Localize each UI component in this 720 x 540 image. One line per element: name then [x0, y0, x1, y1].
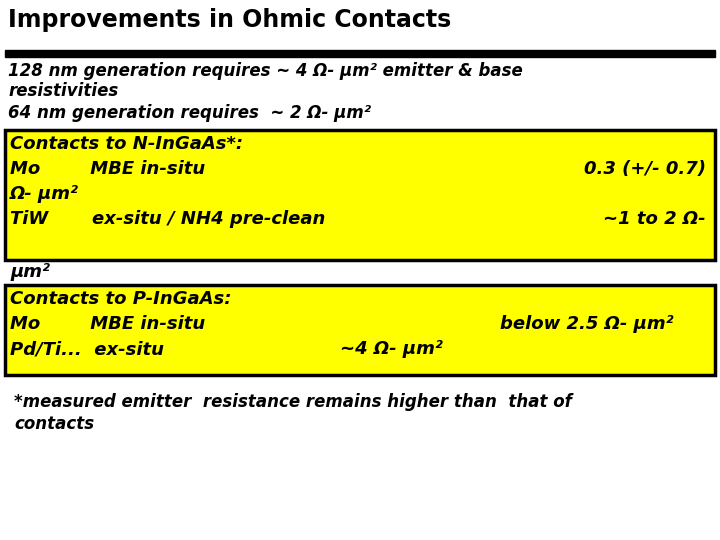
Text: Improvements in Ohmic Contacts: Improvements in Ohmic Contacts — [8, 8, 451, 32]
Text: resistivities: resistivities — [8, 82, 118, 100]
Text: 0.3 (+/- 0.7): 0.3 (+/- 0.7) — [584, 160, 706, 178]
Text: TiW       ex-situ / NH4 pre-clean: TiW ex-situ / NH4 pre-clean — [10, 210, 325, 228]
Text: 128 nm generation requires ~ 4 Ω- μm² emitter & base: 128 nm generation requires ~ 4 Ω- μm² em… — [8, 62, 523, 80]
Text: ~4 Ω- μm²: ~4 Ω- μm² — [340, 340, 443, 358]
Text: Pd/Ti...  ex-situ: Pd/Ti... ex-situ — [10, 340, 164, 358]
Text: 64 nm generation requires  ~ 2 Ω- μm²: 64 nm generation requires ~ 2 Ω- μm² — [8, 104, 371, 122]
FancyBboxPatch shape — [5, 130, 715, 260]
Text: Mo        MBE in-situ: Mo MBE in-situ — [10, 315, 205, 333]
Text: *measured emitter  resistance remains higher than  that of: *measured emitter resistance remains hig… — [14, 393, 572, 411]
Text: contacts: contacts — [14, 415, 94, 433]
Text: below 2.5 Ω- μm²: below 2.5 Ω- μm² — [500, 315, 673, 333]
Bar — [5, 50, 715, 57]
Text: Mo        MBE in-situ: Mo MBE in-situ — [10, 160, 205, 178]
Text: μm²: μm² — [10, 263, 50, 281]
Text: Contacts to N-InGaAs*:: Contacts to N-InGaAs*: — [10, 135, 243, 153]
Text: Contacts to P-InGaAs:: Contacts to P-InGaAs: — [10, 290, 232, 308]
Text: Ω- μm²: Ω- μm² — [10, 185, 79, 203]
Text: ~1 to 2 Ω-: ~1 to 2 Ω- — [603, 210, 706, 228]
FancyBboxPatch shape — [5, 285, 715, 375]
